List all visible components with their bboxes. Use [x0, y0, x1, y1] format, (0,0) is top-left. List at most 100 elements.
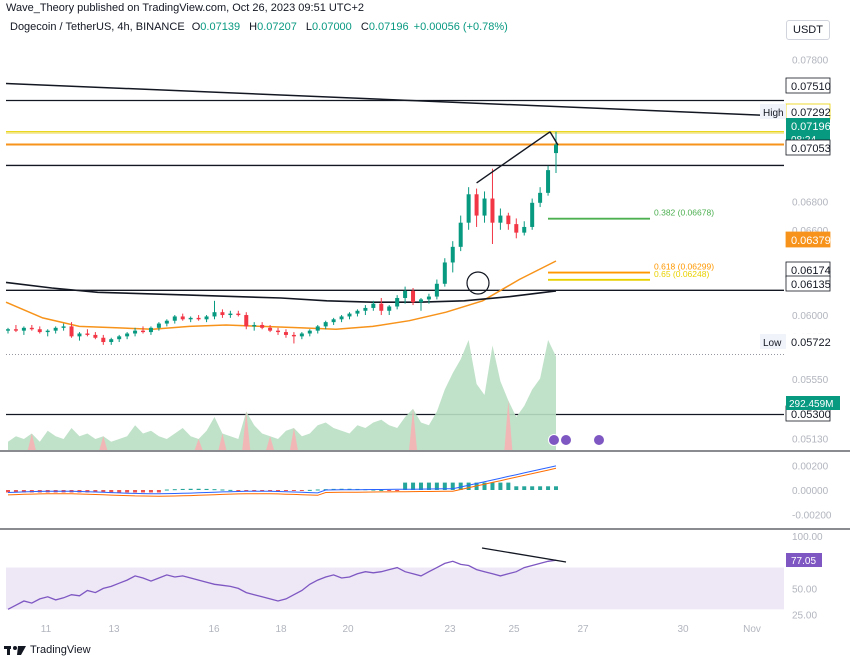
candle-body	[109, 339, 114, 343]
candle-body	[307, 330, 312, 334]
fib-label: 0.65 (0.06248)	[654, 269, 709, 279]
macd-histogram-bar	[291, 490, 296, 491]
candle-body	[260, 324, 265, 328]
candle-body	[37, 329, 42, 333]
candle-body	[172, 316, 177, 321]
macd-line	[7, 465, 557, 495]
volume-bar-down	[218, 433, 227, 450]
ohlc-open-label: O	[191, 21, 201, 33]
macd-histogram-bar	[482, 482, 487, 490]
candle-body	[355, 310, 360, 314]
price-label-value: 0.06174	[791, 265, 831, 277]
price-label-box	[785, 231, 831, 248]
volume-bar-down	[27, 433, 36, 450]
volume-bar-down	[289, 428, 298, 450]
footer-brand-label: TradingView	[30, 644, 91, 656]
candle-body	[85, 333, 90, 335]
macd-histogram-bar	[212, 489, 217, 491]
macd-histogram-bar	[434, 482, 439, 490]
macd-histogram-bar	[442, 482, 447, 490]
candle-body	[371, 303, 376, 308]
candle-body	[554, 144, 558, 154]
ohlc-high-label: H	[249, 21, 258, 33]
rsi-divergence-line	[481, 547, 567, 563]
symbol-info: Dogecoin / TetherUS, 4h, BINANCE O0.0713…	[10, 21, 510, 33]
candle-body	[339, 316, 344, 320]
price-label-value: 0.07510	[791, 81, 831, 93]
event-flag-icon	[560, 434, 572, 446]
macd-histogram-bar	[196, 488, 201, 490]
macd-histogram-bar	[418, 482, 423, 490]
rsi-line	[7, 559, 557, 610]
symbol-name: Dogecoin / TetherUS, 4h, BINANCE	[10, 21, 185, 33]
candle-body	[379, 303, 384, 311]
price-label-tag-bg	[760, 104, 786, 119]
descending-trendline	[5, 82, 785, 117]
time-tick-label: 23	[444, 624, 456, 635]
price-tick-label: 0.05130	[792, 435, 829, 446]
volume-bar-down	[266, 436, 275, 450]
macd-histogram-bar	[228, 489, 233, 491]
price-label-value: 0.06379	[791, 235, 831, 247]
time-tick-label: 13	[108, 624, 120, 635]
candle-body	[125, 333, 130, 337]
ohlc-low-label: L	[305, 21, 313, 33]
candle-body	[117, 336, 122, 340]
price-label-value: 0.07196	[791, 121, 831, 133]
fib-label: 0.382 (0.06678)	[654, 208, 714, 218]
candle-body	[29, 327, 34, 330]
price-label-box	[785, 77, 831, 94]
candle-body	[315, 326, 320, 331]
volume-bar-down	[242, 411, 251, 450]
candle-body	[148, 327, 153, 333]
macd-histogram-bar	[204, 488, 209, 490]
candle-body	[53, 327, 58, 331]
macd-histogram-bar	[522, 486, 527, 490]
macd-histogram-bar	[117, 490, 122, 493]
macd-histogram-bar	[6, 490, 10, 493]
macd-histogram-bar	[490, 482, 495, 490]
ohlc-high: 0.07207	[257, 21, 297, 33]
ohlc-open: 0.07139	[200, 21, 241, 33]
ohlc-close: 0.07196	[368, 21, 409, 33]
macd-histogram-bar	[252, 490, 257, 491]
macd-histogram-bar	[546, 486, 551, 490]
candle-body	[474, 194, 479, 216]
volume-bar-down	[409, 408, 418, 450]
rsi-value-label: 77.05	[791, 556, 816, 567]
time-tick-label: Nov	[743, 624, 761, 635]
candle-body	[204, 316, 209, 320]
candle-body	[101, 337, 106, 343]
candle-body	[323, 322, 328, 327]
macd-histogram-bar	[395, 490, 400, 491]
macd-histogram-bar	[260, 490, 265, 492]
macd-histogram-bar	[172, 489, 177, 491]
rsi-tick-label: 100.00	[792, 532, 823, 543]
candle-body	[506, 215, 511, 225]
tradingview-logo-icon	[4, 645, 26, 655]
tradingview-brand: TradingView	[4, 644, 91, 656]
candle-body	[13, 329, 18, 331]
candle-body	[387, 306, 392, 311]
macd-histogram-bar	[156, 490, 161, 493]
candle-body	[77, 333, 82, 337]
macd-histogram-bar	[466, 482, 471, 490]
candle-body	[331, 319, 336, 323]
macd-histogram-bar	[379, 489, 384, 491]
macd-histogram-bar	[133, 490, 138, 493]
candle-body	[133, 330, 138, 334]
candle-body	[283, 332, 288, 335]
candle-body	[188, 317, 193, 320]
candle-body	[220, 312, 225, 316]
macd-histogram-bar	[164, 489, 169, 491]
candle-body	[196, 317, 201, 320]
candle-body	[228, 313, 233, 316]
candle-body	[450, 246, 455, 263]
macd-histogram-bar	[101, 490, 106, 493]
macd-histogram-bar	[109, 490, 114, 493]
macd-histogram-bar	[220, 489, 225, 491]
candle-body	[442, 262, 447, 284]
currency-button[interactable]: USDT	[786, 20, 830, 40]
candle-body	[426, 296, 431, 300]
